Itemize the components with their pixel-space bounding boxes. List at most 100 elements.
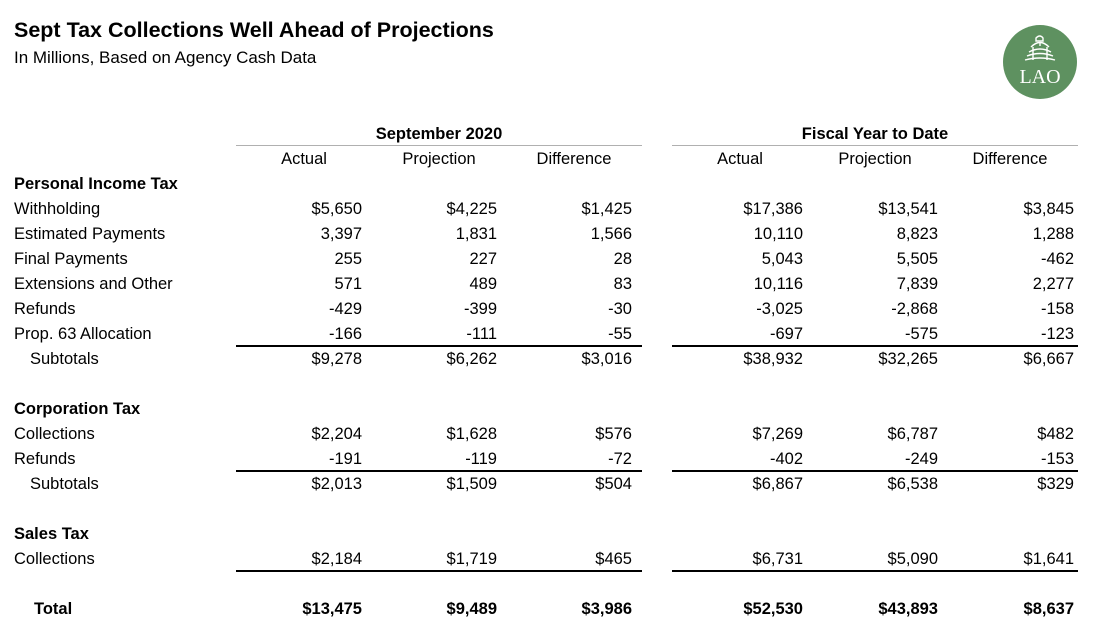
cell-value: -2,868 <box>891 300 938 318</box>
cell-value: -399 <box>463 300 497 318</box>
cell-value: -462 <box>1040 250 1074 268</box>
section-heading: Sales Tax <box>14 525 89 543</box>
cell-value: $1,628 <box>446 425 497 443</box>
cell-value: -3,025 <box>756 300 803 318</box>
cell-value: $465 <box>595 550 632 568</box>
subtotal-label: Subtotals <box>30 350 99 368</box>
cell-value: $13,475 <box>302 600 362 618</box>
section-heading: Corporation Tax <box>14 400 141 418</box>
cell-value: -55 <box>608 325 632 343</box>
cell-value: $3,986 <box>581 600 632 618</box>
row-label: Prop. 63 Allocation <box>14 325 152 343</box>
table-row: Collections $2,204 $1,628 $576 $7,269 $6,787 $… <box>0 425 1102 450</box>
rule-line <box>672 570 1078 572</box>
cell-value: 3,397 <box>320 225 362 243</box>
cell-value: $4,225 <box>446 200 497 218</box>
cell-value: $1,425 <box>581 200 632 218</box>
rule-line <box>236 345 642 347</box>
cell-value: 1,831 <box>455 225 497 243</box>
logo-text: LAO <box>1019 66 1061 88</box>
table-row: Withholding $5,650 $4,225 $1,425 $17,386 $13,… <box>0 200 1102 225</box>
cell-value: $7,269 <box>752 425 803 443</box>
cell-value: $329 <box>1037 475 1074 493</box>
cell-value: $5,090 <box>887 550 938 568</box>
table-row: Refunds -191 -119 -72 -402 -249 -153 <box>0 450 1102 475</box>
group-divider <box>672 145 1078 146</box>
cell-value: 10,110 <box>753 225 803 243</box>
cell-value: $6,667 <box>1023 350 1074 368</box>
cell-value: $504 <box>595 475 632 493</box>
cell-value: -249 <box>904 450 938 468</box>
cell-value: $2,204 <box>311 425 362 443</box>
cell-value: $38,932 <box>743 350 803 368</box>
row-label: Estimated Payments <box>14 225 166 243</box>
table-row: Refunds -429 -399 -30 -3,025 -2,868 -158 <box>0 300 1102 325</box>
cell-value: $3,016 <box>581 350 632 368</box>
cell-value: 7,839 <box>896 275 938 293</box>
cell-value: $9,489 <box>446 600 497 618</box>
cell-value: $13,541 <box>878 200 938 218</box>
row-label: Withholding <box>14 200 101 218</box>
row-label: Extensions and Other <box>14 275 173 293</box>
table-title: Sept Tax Collections Well Ahead of Proje… <box>14 18 494 42</box>
cell-value: -166 <box>328 325 362 343</box>
cell-value: -158 <box>1040 300 1074 318</box>
cell-value: 255 <box>334 250 362 268</box>
table-row: Collections $2,184 $1,719 $465 $6,731 $5,090 $… <box>0 550 1102 575</box>
section-heading: Personal Income Tax <box>14 175 178 193</box>
row-label: Refunds <box>14 300 76 318</box>
cell-value: 227 <box>469 250 497 268</box>
column-header-projection: Projection <box>838 150 912 168</box>
cell-value: -72 <box>608 450 632 468</box>
table-subtitle: In Millions, Based on Agency Cash Data <box>14 48 317 67</box>
column-header-actual: Actual <box>717 150 763 168</box>
cell-value: $17,386 <box>743 200 803 218</box>
cell-value: $5,650 <box>311 200 362 218</box>
cell-value: $3,845 <box>1023 200 1074 218</box>
cell-value: -402 <box>769 450 803 468</box>
cell-value: 571 <box>334 275 362 293</box>
table-row: Final Payments 255 227 28 5,043 5,505 -462 <box>0 250 1102 275</box>
row-label: Collections <box>14 550 95 568</box>
cell-value: -119 <box>465 450 497 468</box>
cell-value: -191 <box>328 450 362 468</box>
group-divider <box>236 145 642 146</box>
table-row: Estimated Payments 3,397 1,831 1,566 10,110 8… <box>0 225 1102 250</box>
cell-value: 489 <box>469 275 497 293</box>
cell-value: $6,867 <box>752 475 803 493</box>
cell-value: $9,278 <box>311 350 362 368</box>
cell-value: $6,731 <box>752 550 803 568</box>
cell-value: $482 <box>1037 425 1074 443</box>
group-header-september: September 2020 <box>375 125 503 143</box>
cell-value: $2,013 <box>311 475 362 493</box>
cell-value: -429 <box>328 300 362 318</box>
rule-line <box>236 570 642 572</box>
rule-line <box>672 470 1078 472</box>
cell-value: 1,566 <box>590 225 632 243</box>
total-label: Total <box>34 600 73 618</box>
row-label: Collections <box>14 425 95 443</box>
cell-value: 5,505 <box>896 250 938 268</box>
row-label: Final Payments <box>14 250 128 268</box>
column-header-difference: Difference <box>972 150 1048 168</box>
cell-value: 83 <box>613 275 632 293</box>
row-label: Refunds <box>14 450 76 468</box>
group-header-fytd: Fiscal Year to Date <box>801 125 949 143</box>
cell-value: $6,538 <box>887 475 938 493</box>
cell-value: $1,509 <box>446 475 497 493</box>
subtotal-row: Subtotals $9,278 $6,262 $3,016 $38,932 $32,26… <box>0 350 1102 375</box>
rule-line <box>236 470 642 472</box>
cell-value: $32,265 <box>878 350 938 368</box>
capitol-dome-icon <box>1024 35 1056 61</box>
section-heading-row: Sales Tax <box>0 525 1102 550</box>
cell-value: $8,637 <box>1023 600 1074 618</box>
cell-value: -30 <box>608 300 632 318</box>
total-row: Total $13,475 $9,489 $3,986 $52,530 $43,893 $8… <box>0 600 1102 625</box>
cell-value: $6,262 <box>446 350 497 368</box>
subtotal-label: Subtotals <box>30 475 99 493</box>
cell-value: 2,277 <box>1032 275 1074 293</box>
lao-logo: LAO <box>1003 25 1077 99</box>
table-row: Prop. 63 Allocation -166 -111 -55 -697 -575 -1… <box>0 325 1102 350</box>
cell-value: $43,893 <box>878 600 938 618</box>
cell-value: $1,719 <box>446 550 497 568</box>
